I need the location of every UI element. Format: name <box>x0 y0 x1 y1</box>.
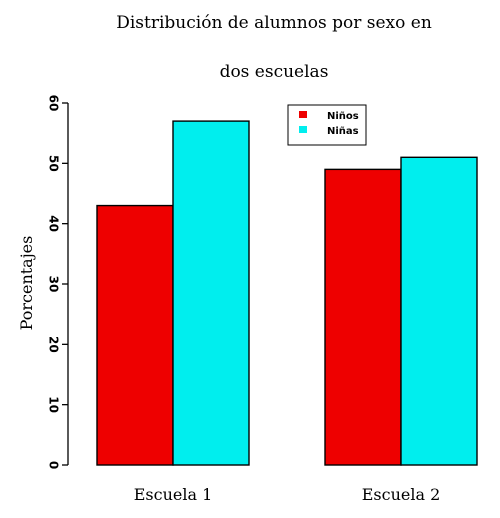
y-tick-label: 10 <box>47 396 61 413</box>
legend: Niños Niñas <box>287 104 367 146</box>
y-tick-label: 40 <box>47 215 61 232</box>
y-tick-label: 50 <box>47 155 61 172</box>
y-axis-label: Porcentajes <box>17 236 36 331</box>
category-label: Escuela 1 <box>134 485 213 504</box>
y-tick-label: 60 <box>47 95 61 112</box>
y-tick-label: 30 <box>47 276 61 293</box>
category-labels: Escuela 1 Escuela 2 <box>134 485 441 504</box>
legend-label-ninos: Niños <box>327 111 359 122</box>
legend-swatch-ninos <box>299 111 307 118</box>
chart-title: Distribución de alumnos por sexo en dos … <box>116 13 432 82</box>
bar-ninos-2 <box>324 168 402 466</box>
bar-ninas-1 <box>172 120 250 466</box>
legend-box <box>287 104 367 146</box>
category-label: Escuela 2 <box>362 485 441 504</box>
y-ticks: 0 10 20 30 40 50 60 <box>47 95 68 469</box>
legend-label-ninas: Niñas <box>327 126 359 137</box>
bar-ninos-1 <box>96 204 174 466</box>
chart-title-line-2: dos escuelas <box>220 62 329 82</box>
y-tick-label: 20 <box>47 336 61 353</box>
y-tick-label: 0 <box>47 461 61 469</box>
legend-swatch-ninas <box>299 126 307 133</box>
chart-title-line-1: Distribución de alumnos por sexo en <box>116 13 432 33</box>
bar-ninas-2 <box>400 156 478 466</box>
bars <box>96 120 478 466</box>
